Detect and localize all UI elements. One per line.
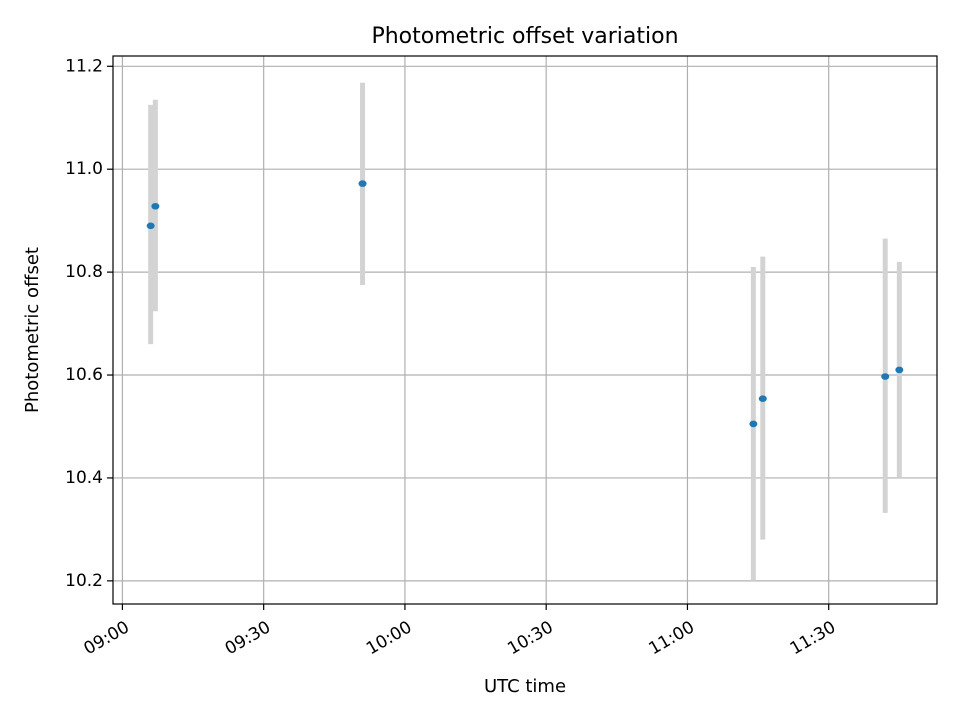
plot-frame [112,55,938,605]
data-points [146,180,904,428]
data-point [895,366,904,374]
x-axis-label: UTC time [484,676,566,697]
y-axis-ticks: 10.2 10.4 10.6 10.8 11.0 11.2 [65,56,113,591]
y-tick-label: 11.2 [65,56,103,76]
y-tick-label: 11.0 [65,159,103,179]
chart-title: Photometric offset variation [371,24,678,49]
y-tick-label: 10.6 [65,365,103,385]
y-tick-label: 10.2 [65,571,103,591]
data-point [881,373,890,380]
data-point [749,420,758,428]
data-point [758,395,767,402]
data-point [358,180,367,187]
data-point [146,222,155,230]
grid-lines [113,56,937,604]
data-point [151,202,160,210]
y-axis-label: Photometric offset [22,247,43,413]
y-tick-label: 10.8 [65,262,103,282]
y-tick-label: 10.4 [65,468,103,488]
plot-area [113,56,937,604]
